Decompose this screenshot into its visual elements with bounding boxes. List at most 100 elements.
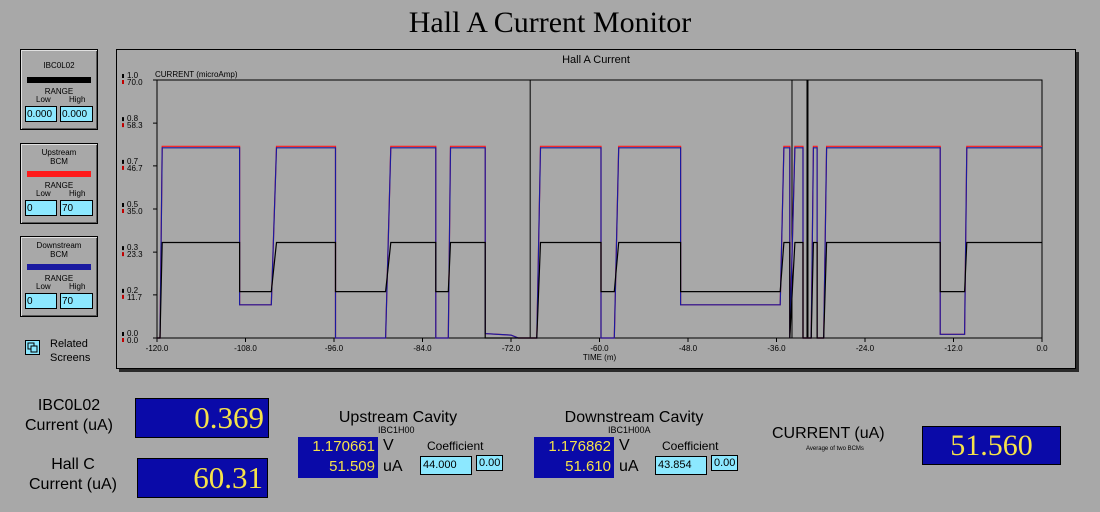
x-tick-label: -108.0 [234, 344, 257, 353]
y-tick-marker-left [122, 203, 124, 207]
series-color-bar [27, 171, 91, 177]
y-tick-marker-right [122, 80, 124, 84]
downstream-cavity-sub: IBC1H00A [608, 425, 651, 435]
x-tick-label: -96.0 [325, 344, 344, 353]
y-tick-marker-left [122, 332, 124, 336]
y-tick-marker-right [122, 209, 124, 213]
y-tick-label-right: 58.3 [127, 121, 143, 130]
x-tick-label: -72.0 [502, 344, 521, 353]
y-tick-marker-right [122, 294, 124, 299]
downstream-coef-input[interactable]: 43.854 [655, 456, 707, 475]
avg-current-sub: Average of two BCMs [806, 446, 864, 452]
panel-subtitle: BCM [50, 157, 68, 166]
range-label: RANGE [44, 274, 74, 283]
hallc-current-label: Hall C Current (uA) [28, 456, 118, 493]
low-label: Low [36, 282, 51, 291]
upstream-volts: 1.170661 [298, 437, 378, 457]
series-color-bar [27, 77, 91, 83]
ibc-current-value: 0.369 [135, 398, 269, 438]
downstream-readout-box: 1.176862 51.610 [534, 437, 614, 478]
x-tick-label: -60.0 [590, 344, 609, 353]
y-tick-label-left: 0.5 [127, 200, 139, 209]
y-tick-label-left: 0.0 [127, 329, 139, 338]
plot-area [156, 79, 1043, 339]
upstream-ua-unit: uA [383, 458, 403, 475]
upstream-volts-unit: V [383, 437, 394, 454]
downstream-coef-label: Coefficient [662, 439, 719, 453]
avg-current-value: 51.560 [922, 426, 1061, 465]
range-panel-upstream: Upstream BCM RANGE Low High 0 70 [20, 143, 98, 224]
x-tick-label: -48.0 [679, 344, 698, 353]
downstream-offset-input[interactable]: 0.00 [711, 455, 738, 471]
upstream-cavity-sub: IBC1H00 [378, 425, 415, 435]
y-tick-label-right: 70.0 [127, 78, 143, 87]
x-tick-label: -36.0 [767, 344, 786, 353]
chart-svg: CURRENT (microAmp) 1.070.0 0.858.3 0.746.7 0… [122, 70, 1048, 362]
avg-current-label: CURRENT (uA) [772, 425, 885, 442]
downstream-ua: 51.610 [534, 457, 614, 477]
series-line-2 [157, 241, 1042, 339]
x-tick-label: -84.0 [413, 344, 432, 353]
range-high-input[interactable]: 70 [60, 200, 93, 216]
low-label: Low [36, 189, 51, 198]
hallc-current-value: 60.31 [137, 458, 268, 498]
downstream-volts: 1.176862 [534, 437, 614, 457]
upstream-coef-label: Coefficient [427, 439, 484, 453]
y-tick-marker-left [122, 74, 124, 78]
y-tick-label-left: 0.3 [127, 243, 139, 252]
chart-title: Hall A Current [562, 54, 630, 66]
y-tick-marker-right [122, 252, 124, 257]
x-axis-label: TIME (m) [583, 353, 617, 362]
x-tick-label: -120.0 [146, 344, 169, 353]
y-tick-marker-left [122, 117, 124, 122]
range-panel-ibc: IBC0L02 RANGE Low High 0.000 0.000 [20, 49, 98, 130]
y-tick-label-right: 11.7 [127, 293, 143, 302]
range-low-input[interactable]: 0 [25, 200, 57, 216]
upstream-cavity-title: Upstream Cavity [338, 409, 458, 426]
x-tick-label: 0.0 [1036, 344, 1048, 353]
downstream-volts-unit: V [619, 437, 630, 454]
related-screens-icon[interactable] [25, 340, 40, 355]
upstream-ua: 51.509 [298, 457, 378, 477]
high-label: High [69, 189, 86, 198]
series-color-bar [27, 264, 91, 270]
ibc-current-label: IBC0L02 Current (uA) [24, 397, 114, 434]
y-tick-label-left: 0.7 [127, 157, 139, 166]
y-tick-label-right: 0.0 [127, 336, 139, 345]
y-tick-marker-right [122, 338, 124, 342]
low-label: Low [36, 95, 51, 104]
range-high-input[interactable]: 0.000 [60, 106, 93, 122]
downstream-cavity-title: Downstream Cavity [564, 409, 704, 426]
y-tick-label-left: 0.8 [127, 114, 139, 123]
x-tick-label: -24.0 [856, 344, 875, 353]
y-axis-label: CURRENT (microAmp) [155, 70, 238, 79]
y-tick-label-right: 46.7 [127, 164, 143, 173]
range-label: RANGE [44, 181, 74, 190]
y-tick-marker-right [122, 165, 124, 170]
range-high-input[interactable]: 70 [60, 293, 93, 309]
chart-panel: Hall A Current CURRENT (microAmp) 1.0 70.0… [116, 49, 1076, 369]
downstream-ua-unit: uA [619, 458, 639, 475]
y-tick-label-right: 23.3 [127, 250, 143, 259]
range-low-input[interactable]: 0 [25, 293, 57, 309]
range-label: RANGE [44, 87, 74, 96]
upstream-offset-input[interactable]: 0.00 [476, 455, 503, 471]
upstream-coef-input[interactable]: 44.000 [420, 456, 472, 475]
y-tick-label-left: 1.0 [127, 71, 139, 80]
range-low-input[interactable]: 0.000 [25, 106, 57, 122]
y-tick-marker-left [122, 159, 124, 164]
range-panel-downstream: Downstream BCM RANGE Low High 0 70 [20, 236, 98, 317]
y-tick-marker-left [122, 246, 124, 251]
panel-title: Upstream [41, 148, 77, 157]
related-screens-link[interactable]: Related Screens [50, 338, 91, 364]
panel-subtitle: BCM [50, 250, 68, 259]
y-tick-label-right: 35.0 [127, 207, 143, 216]
y-tick-label-left: 0.2 [127, 286, 139, 295]
panel-title: Downstream [36, 241, 82, 250]
x-tick-label: -12.0 [944, 344, 963, 353]
page-title: Hall A Current Monitor [408, 6, 692, 39]
high-label: High [69, 282, 86, 291]
high-label: High [69, 95, 86, 104]
y-tick-marker-right [122, 123, 124, 128]
upstream-readout-box: 1.170661 51.509 [298, 437, 378, 478]
